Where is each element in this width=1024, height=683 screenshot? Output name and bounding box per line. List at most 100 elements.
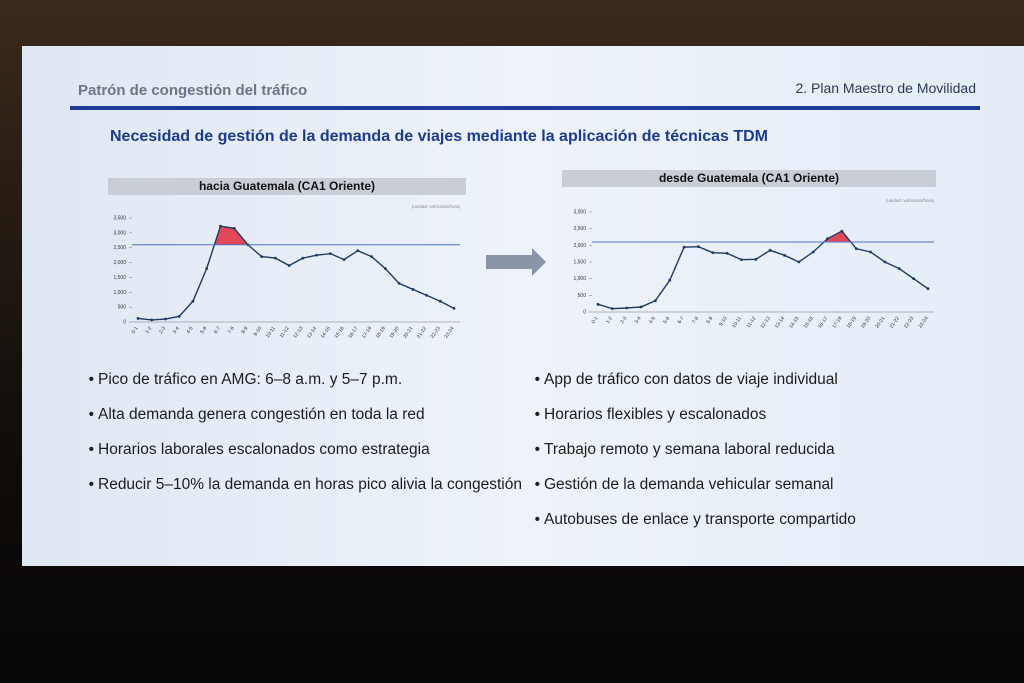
data-point <box>668 278 672 282</box>
x-tick-label: 16-17 <box>817 316 829 330</box>
chart-title: hacia Guatemala (CA1 Oriente) <box>199 179 375 193</box>
x-tick-label: 21-22 <box>889 316 901 330</box>
data-point <box>754 257 758 261</box>
y-tick-label: 3,000 <box>573 210 586 216</box>
y-tick-label: 0 <box>123 320 126 326</box>
data-point <box>883 260 887 264</box>
data-point <box>232 226 236 230</box>
x-tick-label: 4-5 <box>186 326 195 336</box>
x-tick-label: 2-3 <box>158 326 167 336</box>
x-tick-label: 17-18 <box>361 326 373 340</box>
data-point <box>315 253 319 257</box>
y-tick-label: 500 <box>578 293 587 299</box>
chart-title-band <box>108 178 466 195</box>
unit-note: (unidad: vehículos/hora) <box>412 204 461 209</box>
series-line <box>597 230 929 310</box>
x-tick-label: 22-23 <box>903 316 915 330</box>
data-point <box>653 299 657 303</box>
data-point <box>411 287 415 291</box>
x-tick-label: 19-20 <box>388 326 400 340</box>
data-point <box>926 287 930 291</box>
x-tick-label: 6-7 <box>213 326 222 336</box>
x-tick-label: 20-21 <box>874 316 886 330</box>
data-point <box>682 245 686 249</box>
data-point <box>205 267 209 270</box>
data-point <box>625 306 629 310</box>
y-tick-label: 2,000 <box>113 260 126 266</box>
bullet: Alta demanda genera congestión en toda l… <box>94 405 534 425</box>
peak-area <box>598 231 928 242</box>
x-tick-label: 17-18 <box>831 316 843 330</box>
x-tick-label: 1-2 <box>144 326 153 336</box>
data-point <box>287 264 291 267</box>
header-section: 2. Plan Maestro de Movilidad <box>795 80 976 96</box>
data-point <box>177 314 181 318</box>
data-point <box>797 260 801 264</box>
x-tick-label: 11-12 <box>745 316 757 330</box>
data-point <box>897 267 901 271</box>
x-tick-label: 16-17 <box>347 326 359 340</box>
data-point <box>768 248 772 252</box>
y-tick-label: 2,500 <box>113 245 126 251</box>
bullet: Autobuses de enlace y transporte compart… <box>540 510 960 530</box>
x-tick-label: 23-24 <box>443 326 455 340</box>
x-tick-label: 21-22 <box>416 326 428 340</box>
x-tick-label: 12-13 <box>292 326 304 340</box>
data-point <box>273 256 277 260</box>
data-point <box>191 299 195 303</box>
bullet: Gestión de la demanda vehicular semanal <box>540 475 960 495</box>
data-point <box>370 255 373 259</box>
data-point <box>301 256 305 260</box>
x-tick-label: 4-5 <box>648 316 657 326</box>
x-tick-label: 19-20 <box>860 316 872 330</box>
x-tick-label: 23-24 <box>917 316 929 330</box>
data-point <box>342 258 346 261</box>
data-point <box>164 317 167 321</box>
y-tick-label: 1,500 <box>573 260 586 266</box>
arrow <box>486 248 546 276</box>
data-point <box>697 245 700 249</box>
x-tick-label: 6-7 <box>677 316 686 326</box>
header-rule <box>70 106 980 110</box>
data-point <box>840 229 844 233</box>
x-tick-label: 13-14 <box>774 316 786 330</box>
data-point <box>397 281 401 285</box>
data-point <box>356 249 360 253</box>
x-tick-label: 11-12 <box>279 326 291 340</box>
data-point <box>150 318 154 322</box>
chart-title-band <box>562 170 936 187</box>
x-tick-label: 18-19 <box>846 316 858 330</box>
bullets-right: App de tráfico con datos de viaje indivi… <box>528 370 960 545</box>
x-tick-label: 20-21 <box>402 326 414 340</box>
bullet: Pico de tráfico en AMG: 6–8 a.m. y 5–7 p… <box>94 370 534 390</box>
data-point <box>328 252 332 256</box>
data-point <box>740 258 743 262</box>
bullet: Trabajo remoto y semana laboral reducida <box>540 440 960 460</box>
y-tick-label: 0 <box>583 310 586 316</box>
bullet: Horarios laborales escalonados como estr… <box>94 440 534 460</box>
y-tick-label: 1,500 <box>113 275 126 281</box>
unit-note: (unidad: vehículos/hora) <box>886 198 935 203</box>
data-point <box>383 267 387 270</box>
header-title: Patrón de congestión del tráfico <box>78 82 308 99</box>
data-point <box>711 251 715 255</box>
x-tick-label: 8-9 <box>240 326 249 336</box>
x-tick-label: 1-2 <box>605 316 614 326</box>
y-tick-label: 2,500 <box>573 226 586 232</box>
data-point <box>610 307 614 311</box>
y-tick-label: 2,000 <box>573 243 586 249</box>
y-tick-label: 3,500 <box>113 216 126 222</box>
x-tick-label: 18-19 <box>375 326 387 340</box>
x-tick-label: 0-1 <box>591 316 600 326</box>
x-tick-label: 10-11 <box>265 326 277 340</box>
x-tick-label: 12-13 <box>760 316 772 330</box>
series-line <box>137 225 455 321</box>
x-tick-label: 5-6 <box>199 326 208 336</box>
x-tick-label: 10-11 <box>731 316 743 330</box>
x-tick-label: 2-3 <box>619 316 628 326</box>
y-tick-label: 1,000 <box>113 290 126 296</box>
bullet: Reducir 5–10% la demanda en horas pico a… <box>94 475 534 495</box>
data-point <box>596 302 600 306</box>
data-point <box>260 255 264 259</box>
